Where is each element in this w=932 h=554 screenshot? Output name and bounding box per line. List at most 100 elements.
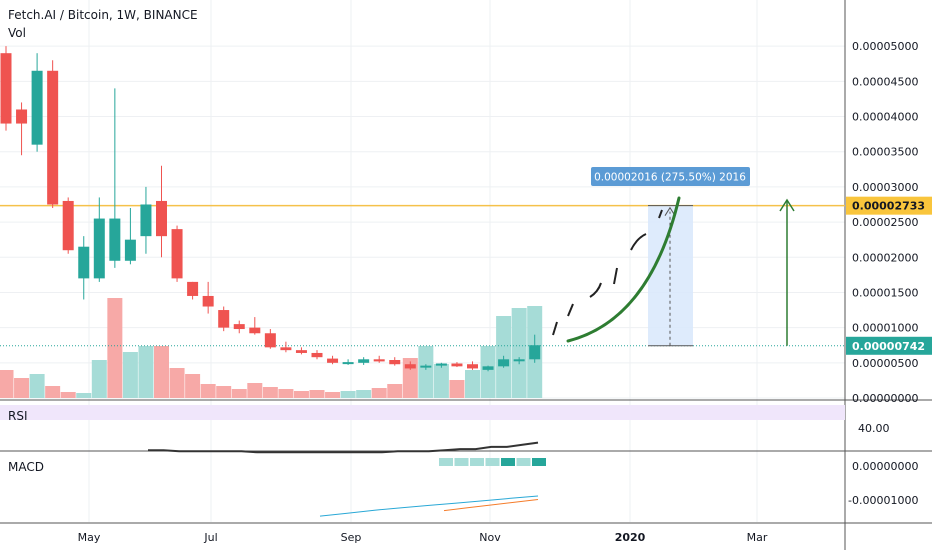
candle-body: [482, 366, 494, 370]
rsi-pane-label: RSI: [8, 409, 28, 423]
volume-bar: [107, 298, 123, 398]
macd-line: [319, 495, 539, 517]
candle-body: [233, 324, 245, 330]
candle-body: [171, 229, 183, 279]
price-tick-label: 0.00000500: [852, 357, 918, 370]
price-tick-label: 0.00001000: [852, 322, 918, 335]
candle-body: [0, 53, 12, 124]
time-tick-label: Sep: [341, 531, 362, 544]
candle-body: [295, 350, 307, 353]
candle-body: [264, 333, 276, 348]
macd-pane-label: MACD: [8, 460, 44, 474]
candle-body: [358, 359, 370, 363]
candle-body: [513, 359, 525, 362]
target-arrow-icon: [779, 198, 795, 212]
volume-bar: [387, 384, 403, 398]
candle-body: [109, 218, 121, 261]
current-price-badge: [846, 336, 932, 355]
candle-body: [140, 204, 152, 237]
candle-body: [62, 200, 74, 251]
price-tick-label: 0.00001500: [852, 286, 918, 299]
volume-bar: [340, 391, 356, 398]
macd-histogram-bar: [470, 458, 484, 466]
volume-bar: [231, 389, 247, 398]
candle-body: [435, 363, 447, 366]
macd-histogram-bar: [501, 458, 515, 466]
volume-bar: [185, 374, 201, 398]
candle-body: [156, 200, 167, 237]
candle-body: [389, 360, 401, 365]
resistance-price-label: 0.00002733: [852, 200, 925, 213]
time-tick-label: Nov: [479, 531, 501, 544]
volume-bar: [433, 364, 449, 398]
candle-body: [124, 239, 136, 261]
candle-body: [78, 246, 90, 279]
volume-bar: [465, 370, 480, 398]
volume-bar: [91, 360, 107, 398]
candle-body: [202, 295, 214, 307]
volume-bar: [138, 346, 154, 398]
chart-title: Fetch.AI / Bitcoin, 1W, BINANCE: [8, 8, 198, 22]
macd-histogram-bar: [485, 458, 500, 466]
candle-body: [404, 364, 416, 369]
projection-curve: [566, 196, 681, 343]
projection-dash: [613, 267, 618, 285]
volume-bar: [449, 380, 465, 398]
volume-bar: [293, 391, 309, 398]
volume-bar: [418, 346, 434, 398]
volume-bar: [247, 383, 263, 398]
volume-bar: [262, 387, 278, 398]
price-tick-label: 0.00005000: [852, 40, 918, 53]
measure-arrow-icon: [664, 206, 676, 216]
projection-dash: [630, 233, 647, 251]
candle-body: [280, 347, 292, 351]
price-tick-label: 0.00004500: [852, 75, 918, 88]
volume-bar: [76, 393, 92, 398]
signal-line: [443, 499, 539, 512]
price-tick-label: 0.00000000: [852, 392, 918, 405]
time-tick-label: Jul: [203, 531, 217, 544]
volume-bar: [29, 374, 45, 398]
rsi-band: [0, 405, 845, 420]
volume-bar: [511, 308, 527, 398]
macd-tick-label: -0.00001000: [848, 494, 918, 507]
measure-label-bg: [591, 167, 750, 186]
price-tick-label: 0.00004000: [852, 111, 918, 124]
macd-histogram-bar: [454, 458, 469, 466]
price-tick-label: 0.00003500: [852, 146, 918, 159]
candle-body: [16, 109, 28, 124]
volume-bar: [216, 386, 232, 398]
candle-body: [498, 359, 510, 367]
time-tick-label: Mar: [747, 531, 768, 544]
macd-tick-label: 0.00000000: [852, 460, 918, 473]
volume-bar: [14, 378, 30, 398]
volume-bar: [0, 370, 14, 398]
candle-body: [311, 352, 323, 358]
candle-body: [529, 345, 541, 360]
macd-histogram-bar: [439, 458, 453, 466]
time-tick-label: 2020: [615, 531, 646, 544]
macd-histogram-bar: [532, 458, 546, 466]
projection-dash: [589, 282, 602, 298]
candle-body: [327, 358, 339, 363]
measure-label: 0.00002016 (275.50%) 2016: [594, 172, 746, 184]
volume-bar: [480, 346, 496, 398]
candle-body: [420, 365, 432, 368]
volume-bar: [371, 388, 387, 398]
volume-bar: [309, 390, 325, 398]
rsi-tick-label: 40.00: [858, 422, 890, 435]
projection-dash: [658, 209, 663, 219]
candle-body: [93, 218, 105, 279]
volume-bar: [45, 386, 61, 398]
rsi-line: [148, 441, 539, 454]
candle-body: [249, 327, 261, 334]
price-tick-label: 0.00002000: [852, 251, 918, 264]
volume-label: Vol: [8, 26, 26, 40]
candle-body: [467, 364, 478, 369]
candle-body: [218, 310, 230, 328]
current-price-label: 0.00000742: [852, 340, 925, 353]
candle-body: [47, 70, 59, 205]
volume-bar: [356, 390, 372, 398]
